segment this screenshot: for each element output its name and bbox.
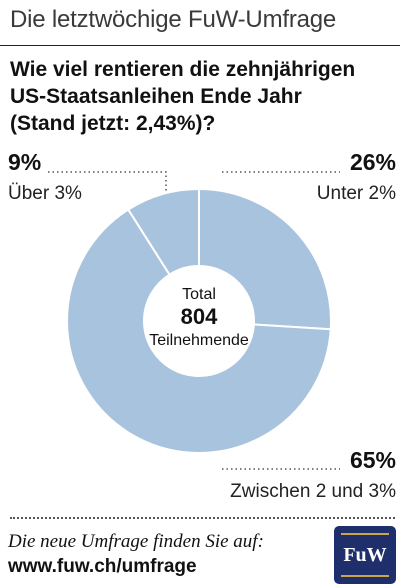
leader-ueber-3 [48, 171, 167, 192]
footer-link[interactable]: www.fuw.ch/umfrage [8, 556, 197, 577]
value-label-unter-2: 26% [350, 149, 396, 175]
page-title: Die letztwöchige FuW-Umfrage [10, 6, 337, 33]
footer-note: Die neue Umfrage finden Sie auf: [8, 531, 264, 552]
value-label-zwischen-2-3: 65% [350, 447, 396, 473]
slice-zwischen-2-3 [66, 208, 332, 454]
question-line-1: Wie viel rentieren die zehnjährigen [10, 58, 356, 81]
footer-divider [10, 517, 395, 519]
question-line-2: US-Staatsanleihen Ende Jahr [10, 85, 302, 108]
category-label-unter-2: Unter 2% [317, 183, 396, 204]
survey-question: Wie viel rentieren die zehnjährigen US-S… [10, 56, 395, 137]
fuw-logo: FuW [334, 526, 396, 584]
footer: Die neue Umfrage finden Sie auf: www.fuw… [8, 530, 328, 580]
donut-slices [66, 187, 332, 454]
center-label-top: Total [182, 286, 216, 303]
leader-lines [48, 171, 340, 470]
page-header: Die letztwöchige FuW-Umfrage [0, 0, 400, 46]
slice-unter-2 [198, 187, 332, 331]
center-label-bottom: Teilnehmende [149, 332, 249, 349]
category-label-zwischen-2-3: Zwischen 2 und 3% [230, 481, 396, 502]
center-total-value: 804 [181, 304, 218, 329]
question-line-3: (Stand jetzt: 2,43%)? [10, 112, 216, 135]
slice-ueber-3 [126, 187, 200, 276]
fuw-logo-text: FuW [341, 533, 389, 577]
value-label-ueber-3: 9% [8, 149, 41, 175]
category-label-ueber-3: Über 3% [8, 183, 82, 204]
